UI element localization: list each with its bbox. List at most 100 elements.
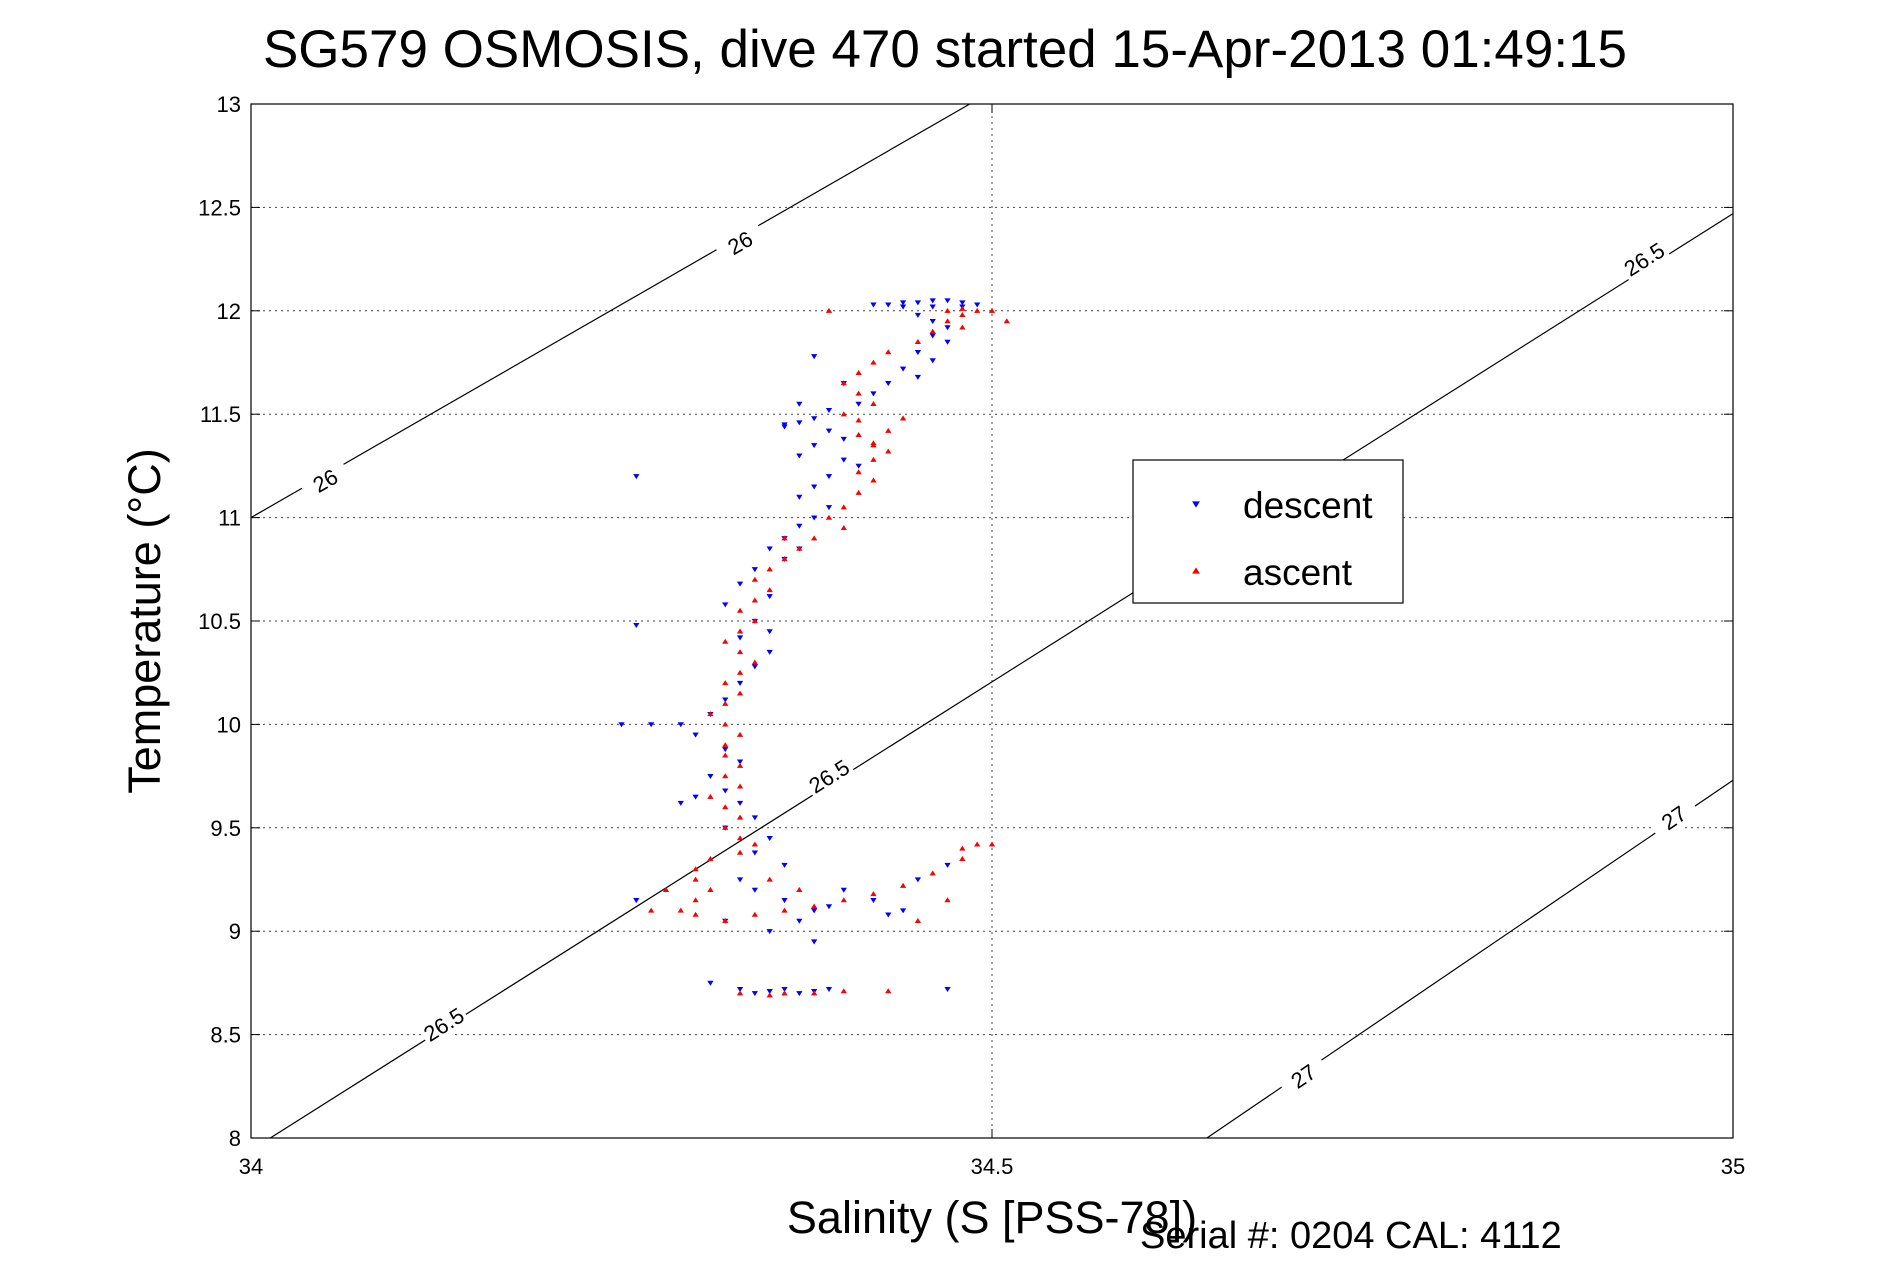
descent-point <box>677 722 684 728</box>
ascent-point <box>707 793 714 799</box>
descent-point <box>781 422 788 428</box>
ascent-point <box>840 411 847 417</box>
descent-point <box>766 649 773 655</box>
descent-point <box>944 986 951 993</box>
ascent-point <box>840 525 847 531</box>
descent-point <box>929 319 936 325</box>
ascent-point <box>722 804 729 810</box>
descent-point <box>707 773 714 780</box>
ascent-point <box>722 680 729 686</box>
legend-label-ascent: ascent <box>1243 552 1353 593</box>
descent-point <box>811 939 818 945</box>
y-tick-label: 10.5 <box>198 609 241 634</box>
descent-point <box>899 366 907 372</box>
ascent-point <box>781 535 788 541</box>
descent-point <box>796 494 803 500</box>
descent-point <box>899 908 907 914</box>
ascent-point <box>751 841 759 847</box>
descent-point <box>707 980 714 986</box>
descent-point <box>914 877 922 883</box>
contour-line-26 <box>250 103 971 519</box>
legend-marker-descent <box>1192 501 1200 508</box>
descent-point <box>722 747 729 753</box>
descent-point <box>751 567 759 573</box>
ascent-point <box>959 845 966 851</box>
descent-point <box>722 788 729 794</box>
descent-point <box>944 339 951 345</box>
descent-point <box>766 629 773 635</box>
ascent-point <box>796 545 803 551</box>
ascent-point <box>766 992 773 998</box>
ascent-point <box>707 711 714 717</box>
ascent-point <box>885 427 892 433</box>
ascent-point <box>766 587 773 593</box>
descent-point <box>885 912 892 918</box>
contour-label-bg <box>712 219 768 266</box>
ascent-point <box>944 897 951 903</box>
ascent-point <box>781 907 788 913</box>
ascent-point <box>959 305 966 311</box>
y-tick-label: 10 <box>217 712 241 737</box>
ascent-point <box>722 752 729 758</box>
ascent-point <box>974 307 981 313</box>
ascent-point <box>736 731 744 737</box>
descent-point <box>870 302 877 308</box>
descent-point <box>796 918 803 924</box>
descent-point <box>929 333 936 339</box>
descent-point <box>722 602 729 608</box>
descent-point <box>751 991 759 997</box>
ascent-point <box>944 307 951 313</box>
legend-item-ascent: ascent <box>1192 552 1353 593</box>
ascent-point <box>974 841 981 847</box>
ascent-point <box>736 690 744 696</box>
ascent-point <box>781 990 788 996</box>
descent-point <box>796 401 803 407</box>
descent-point <box>914 300 922 306</box>
ascent-point <box>751 659 759 665</box>
ascent-point <box>677 907 684 913</box>
descent-point <box>781 862 788 868</box>
ascent-point <box>736 649 744 655</box>
ascent-point <box>988 841 996 847</box>
descent-point <box>751 664 759 670</box>
contour-label-bg <box>416 1000 471 1049</box>
ascent-point <box>736 814 744 820</box>
y-tick-label: 12 <box>217 299 241 324</box>
ascent-point <box>781 556 788 562</box>
ascent-point <box>751 618 759 624</box>
ascent-point <box>692 897 699 903</box>
descent-point <box>796 453 803 459</box>
descent-point <box>766 929 773 935</box>
descent-point <box>766 989 773 995</box>
descent-point <box>751 850 759 856</box>
ascent-point <box>722 638 729 644</box>
ascent-point <box>855 489 862 495</box>
serial-cal-footer: Serial #: 0204 CAL: 4112 <box>1140 1215 1562 1257</box>
ascent-point <box>736 835 744 841</box>
y-tick-label: 9.5 <box>210 816 241 841</box>
descent-point <box>766 594 773 600</box>
ascent-point <box>914 917 922 923</box>
y-tick-label: 11.5 <box>200 402 241 427</box>
ascent-point <box>929 870 936 876</box>
ascent-point <box>811 903 818 909</box>
ascent-point <box>736 990 744 996</box>
legend-label-descent: descent <box>1243 485 1373 526</box>
descent-point <box>825 986 833 993</box>
ascent-point <box>870 891 877 897</box>
descent-point <box>899 300 907 306</box>
ascent-point <box>751 597 759 603</box>
descent-point <box>944 325 951 331</box>
descent-point <box>840 887 847 893</box>
ascent-point <box>914 338 922 344</box>
contour-label-bg <box>1276 1051 1331 1101</box>
ascent-point <box>722 742 729 748</box>
descent-point <box>811 484 818 490</box>
descent-point <box>929 358 936 364</box>
descent-point <box>929 304 936 310</box>
ascent-point <box>766 566 773 572</box>
ascent-point <box>840 897 847 903</box>
contour-label-bg <box>1616 235 1672 283</box>
